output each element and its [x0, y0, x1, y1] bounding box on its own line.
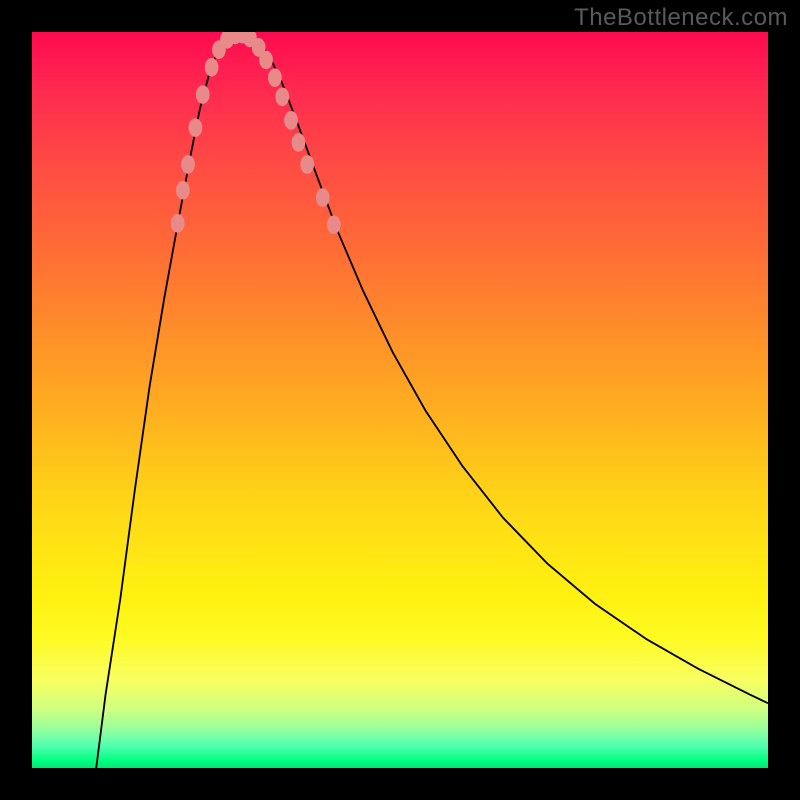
curve-dot [171, 214, 185, 233]
curve-dot [196, 85, 210, 104]
curve-dot [275, 87, 289, 106]
curve-dot [181, 155, 195, 174]
curve-svg [32, 32, 768, 768]
curve-dot [259, 51, 273, 70]
curve-dot [327, 216, 341, 235]
watermark-text: TheBottleneck.com [574, 4, 788, 32]
curve-dot [284, 111, 298, 130]
curve-dot [268, 68, 282, 87]
bottleneck-curve [95, 33, 768, 768]
curve-dot [176, 181, 190, 200]
curve-dot [205, 58, 219, 77]
plot-area [32, 32, 768, 768]
curve-dot [189, 118, 203, 137]
curve-dots [171, 32, 341, 234]
curve-dot [300, 155, 314, 174]
curve-dot [292, 133, 306, 152]
curve-dot [316, 188, 330, 207]
